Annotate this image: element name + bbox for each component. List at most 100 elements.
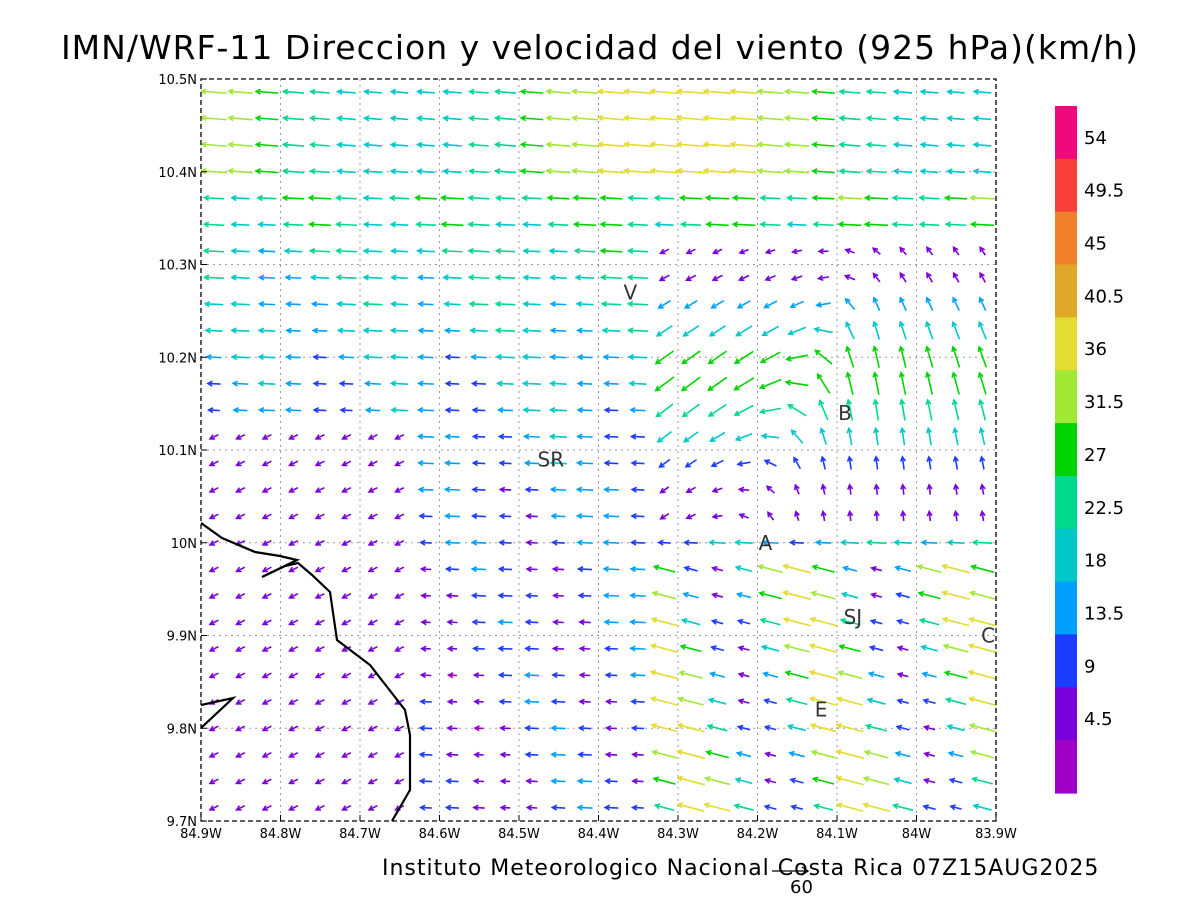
wind-vector (363, 353, 382, 361)
wind-vector (896, 698, 909, 705)
wind-vector (675, 114, 706, 122)
wind-vector (899, 426, 906, 446)
wind-vector (760, 433, 780, 440)
wind-vector (285, 354, 301, 361)
lat-tick-label: 10.2N (158, 351, 197, 366)
wind-vector (363, 380, 382, 387)
wind-vector (761, 539, 779, 546)
wind-vector (845, 320, 855, 340)
legend-label: 31.5 (1084, 392, 1124, 413)
wind-vector (729, 141, 758, 148)
wind-vector (446, 698, 458, 705)
wind-vector (202, 221, 225, 228)
wind-vector (446, 725, 458, 732)
wind-vector (737, 274, 750, 282)
wind-vector (314, 778, 325, 785)
wind-vector (790, 429, 804, 444)
wind-vector (578, 619, 591, 626)
wind-vector (941, 590, 970, 601)
wind-vector (979, 509, 986, 522)
wind-vector (731, 221, 756, 228)
wind-vector (525, 592, 538, 599)
axis-ticks: 84.9W 84.8W 84.7W 84.6W 84.5W 84.4W 84.3W 84.2W… (158, 73, 1017, 842)
wind-vector (735, 591, 752, 599)
wind-vector (367, 645, 378, 652)
wind-vector (499, 804, 511, 811)
wind-vector (341, 566, 352, 573)
wind-vector (416, 406, 435, 414)
wind-vector (550, 513, 566, 520)
wind-vector (418, 778, 433, 785)
wind-vector (872, 272, 881, 283)
wind-vector (756, 114, 784, 122)
wind-vector (235, 460, 246, 467)
wind-vector (811, 564, 835, 573)
wind-vector (604, 751, 618, 758)
wind-vector (677, 696, 704, 706)
wind-vector (835, 775, 864, 786)
wind-vector (469, 327, 488, 334)
wind-vector (951, 398, 960, 421)
wind-vector (498, 513, 512, 520)
wind-vector (650, 616, 678, 627)
wind-vector (867, 671, 885, 678)
wind-vector (208, 566, 219, 573)
wind-vector (524, 645, 539, 652)
wind-vector (441, 247, 463, 255)
wind-vector (341, 486, 352, 493)
wind-vector (892, 88, 913, 95)
wind-vector (362, 88, 382, 95)
wind-vector (979, 245, 986, 256)
wind-vector (314, 725, 325, 732)
wind-vector (261, 751, 272, 758)
wind-vector (394, 460, 405, 467)
wind-vector (472, 804, 485, 811)
wind-vector (656, 430, 672, 443)
wind-vector (896, 645, 909, 652)
wind-vector (341, 804, 352, 811)
wind-vector (206, 407, 220, 414)
lon-tick-label: 84.7W (339, 827, 381, 842)
wind-vector (836, 670, 863, 680)
wind-vector (600, 300, 622, 308)
wind-vector (227, 141, 253, 148)
wind-vector (705, 749, 729, 759)
wind-vector (519, 88, 544, 95)
wind-vector (893, 539, 912, 546)
wind-vector (419, 539, 432, 546)
wind-vector (577, 592, 592, 599)
wind-vector (546, 194, 570, 202)
wind-vector (808, 696, 838, 707)
wind-vector (521, 353, 542, 361)
reference-vector (772, 866, 810, 876)
wind-vector (759, 351, 781, 364)
wind-vector (603, 460, 619, 467)
wind-vector (790, 804, 803, 811)
wind-vector (972, 803, 992, 811)
wind-vector (942, 643, 969, 653)
wind-vector (394, 566, 405, 573)
wind-vector (968, 723, 996, 733)
wind-vector (763, 300, 778, 309)
wind-vector (734, 565, 753, 573)
lon-tick-label: 83.9W (975, 827, 1017, 842)
wind-vector (575, 459, 594, 467)
wind-vector (550, 725, 566, 732)
wind-vector (711, 248, 723, 255)
wind-vector (497, 566, 513, 573)
wind-vector (257, 406, 276, 414)
wind-vector (969, 749, 995, 759)
wind-vector (471, 619, 486, 626)
wind-vector (709, 431, 726, 442)
wind-vector (737, 671, 750, 678)
wind-vector (838, 141, 861, 148)
wind-vector (630, 804, 644, 811)
wind-vector (895, 592, 910, 599)
wind-vector (676, 722, 705, 733)
wind-vector (873, 455, 880, 470)
lon-tick-label: 84.4W (578, 827, 620, 842)
wind-vector (420, 592, 431, 599)
wind-vector (845, 371, 854, 395)
wind-vector (659, 248, 670, 255)
wind-vector (551, 539, 565, 546)
